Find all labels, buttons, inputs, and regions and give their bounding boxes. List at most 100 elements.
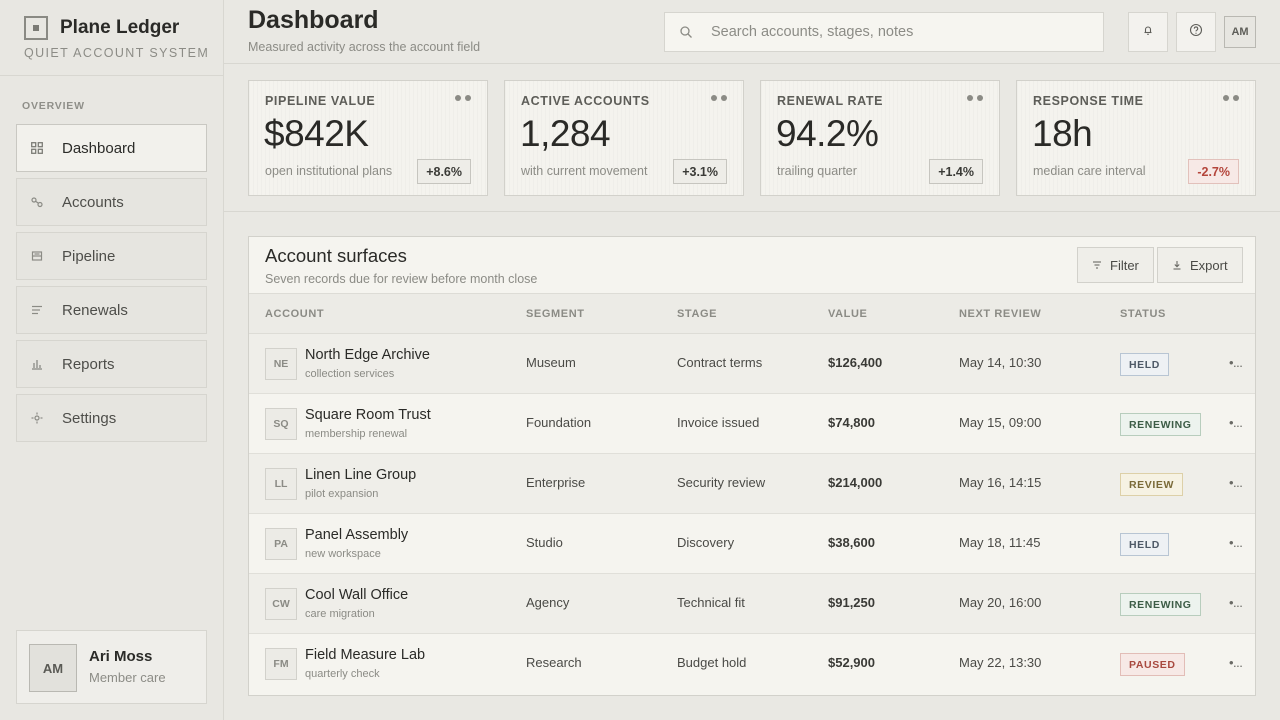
row-menu-button[interactable]: •... [1229, 655, 1243, 670]
sidebar-item-label: Accounts [62, 193, 124, 211]
stage-cell: Invoice issued [677, 415, 760, 430]
help-icon [1189, 23, 1203, 42]
value-cell: $91,250 [828, 595, 875, 610]
stat-caption: open institutional plans [265, 164, 393, 178]
account-name[interactable]: Panel Assembly [305, 527, 409, 543]
more-icon[interactable] [455, 95, 471, 101]
accounts-table-panel: Account surfaces Seven records due for r… [248, 236, 1256, 696]
notifications-button[interactable] [1128, 12, 1168, 52]
account-detail: quarterly check [305, 668, 380, 680]
search-icon [679, 25, 693, 39]
bell-icon [1142, 23, 1154, 41]
stat-label: ACTIVE ACCOUNTS [521, 94, 650, 108]
logo-icon [24, 16, 48, 40]
status-badge: RENEWING [1120, 593, 1201, 616]
row-menu-button[interactable]: •... [1229, 535, 1243, 550]
account-avatar: LL [265, 468, 297, 500]
stat-card-active-accounts: ACTIVE ACCOUNTS 1,284 with current movem… [504, 80, 744, 196]
row-menu-button[interactable]: •... [1229, 415, 1243, 430]
user-name: Ari Moss [89, 648, 153, 665]
account-avatar: FM [265, 648, 297, 680]
gear-icon [31, 412, 43, 424]
list-icon [31, 304, 43, 316]
account-name[interactable]: Field Measure Lab [305, 647, 426, 663]
nav-section-label: OVERVIEW [22, 100, 85, 112]
stat-value: 94.2% [776, 113, 879, 154]
account-avatar: CW [265, 588, 297, 620]
row-menu-button[interactable]: •... [1229, 475, 1243, 490]
search-input[interactable] [711, 13, 1091, 51]
column-header-stage[interactable]: STAGE [677, 308, 718, 320]
account-detail: pilot expansion [305, 488, 379, 500]
bar-chart-icon [31, 358, 43, 370]
stat-label: RESPONSE TIME [1033, 94, 1144, 108]
more-icon[interactable] [711, 95, 727, 101]
divider [224, 211, 1280, 212]
segment-cell: Foundation [526, 415, 592, 430]
table-row[interactable]: PA Panel Assembly new workspace Studio D… [249, 514, 1255, 574]
page-subtitle: Measured activity across the account fie… [248, 40, 481, 54]
stat-card-response-time: RESPONSE TIME 18h median care interval -… [1016, 80, 1256, 196]
account-name[interactable]: Square Room Trust [305, 407, 431, 423]
value-cell: $74,800 [828, 415, 875, 430]
column-header-segment[interactable]: SEGMENT [526, 308, 585, 320]
stat-label: PIPELINE VALUE [265, 94, 376, 108]
status-badge: RENEWING [1120, 413, 1201, 436]
row-menu-button[interactable]: •... [1229, 355, 1243, 370]
table-row[interactable]: SQ Square Room Trust membership renewal … [249, 394, 1255, 454]
table-row[interactable]: NE North Edge Archive collection service… [249, 334, 1255, 394]
sidebar-item-accounts[interactable]: Accounts [16, 178, 207, 226]
export-button[interactable]: Export [1157, 247, 1243, 283]
stage-cell: Contract terms [677, 355, 763, 370]
stat-value: 18h [1032, 113, 1093, 154]
stat-caption: with current movement [521, 164, 648, 178]
filter-icon [1093, 261, 1101, 269]
stat-card-pipeline-value: PIPELINE VALUE $842K open institutional … [248, 80, 488, 196]
account-name[interactable]: North Edge Archive [305, 347, 430, 363]
sidebar-item-pipeline[interactable]: Pipeline [16, 232, 207, 280]
table-row[interactable]: FM Field Measure Lab quarterly check Res… [249, 634, 1255, 694]
sidebar-item-renewals[interactable]: Renewals [16, 286, 207, 334]
more-icon[interactable] [967, 95, 983, 101]
export-label: Export [1190, 257, 1228, 273]
inbox-icon [31, 250, 43, 262]
filter-button[interactable]: Filter [1077, 247, 1154, 283]
divider [0, 75, 223, 76]
account-avatar: PA [265, 528, 297, 560]
sidebar-item-settings[interactable]: Settings [16, 394, 207, 442]
column-header-status[interactable]: STATUS [1120, 308, 1166, 320]
segment-cell: Research [526, 655, 582, 670]
page-title: Dashboard [248, 6, 379, 34]
stat-caption: median care interval [1033, 164, 1146, 178]
sidebar-item-reports[interactable]: Reports [16, 340, 207, 388]
account-detail: collection services [305, 368, 395, 380]
column-header-value[interactable]: VALUE [828, 308, 868, 320]
value-cell: $126,400 [828, 355, 883, 370]
column-header-next-review[interactable]: NEXT REVIEW [959, 308, 1042, 320]
brand-name: Plane Ledger [60, 17, 180, 38]
profile-avatar-button[interactable]: AM [1224, 16, 1256, 48]
table-row[interactable]: CW Cool Wall Office care migration Agenc… [249, 574, 1255, 634]
value-cell: $38,600 [828, 535, 875, 550]
column-header-account[interactable]: ACCOUNT [265, 308, 325, 320]
status-badge: HELD [1120, 533, 1169, 556]
panel-title: Account surfaces [265, 245, 407, 266]
table-row[interactable]: LL Linen Line Group pilot expansion Ente… [249, 454, 1255, 514]
account-avatar: NE [265, 348, 297, 380]
account-avatar: SQ [265, 408, 297, 440]
user-role: Member care [89, 670, 166, 685]
stage-cell: Discovery [677, 535, 735, 550]
account-name[interactable]: Cool Wall Office [305, 587, 409, 603]
status-badge: REVIEW [1120, 473, 1184, 496]
grid-icon [31, 142, 43, 154]
stat-delta-badge: +3.1% [673, 159, 727, 184]
help-button[interactable] [1176, 12, 1216, 52]
stage-cell: Technical fit [677, 595, 745, 610]
sidebar-item-dashboard[interactable]: Dashboard [16, 124, 207, 172]
more-icon[interactable] [1223, 95, 1239, 101]
link-icon [31, 196, 43, 208]
account-name[interactable]: Linen Line Group [305, 467, 417, 483]
user-card[interactable]: AM Ari Moss Member care [16, 630, 207, 704]
row-menu-button[interactable]: •... [1229, 595, 1243, 610]
sidebar: Plane Ledger QUIET ACCOUNT SYSTEM OVERVI… [0, 0, 224, 720]
